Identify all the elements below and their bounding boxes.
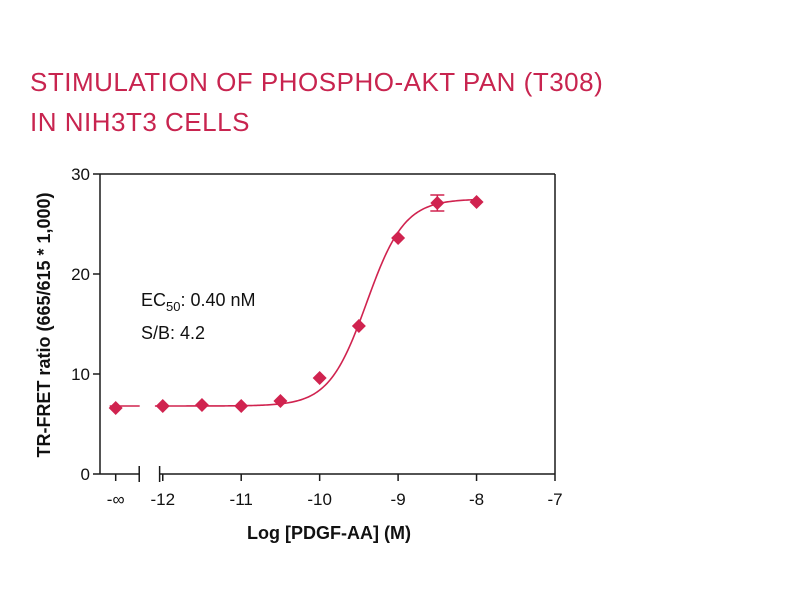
x-tick-label: -∞ — [107, 490, 125, 509]
chart-title-line-1: STIMULATION OF PHOSPHO-AKT PAN (T308) — [30, 67, 604, 97]
data-points — [108, 195, 484, 415]
data-point — [430, 196, 445, 210]
sb-annotation: S/B: 4.2 — [141, 323, 205, 343]
chart-title-line-2: IN NIH3T3 CELLS — [30, 107, 250, 137]
ec50-subscript: 50 — [166, 299, 180, 314]
y-tick-label: 10 — [71, 365, 90, 384]
y-tick-label: 0 — [81, 465, 90, 484]
data-point — [391, 231, 406, 245]
data-point — [273, 394, 288, 408]
data-point — [351, 319, 366, 333]
axis-ticks: 0 10 20 30 -∞ -12 -11 -10 -9 -8 -7 — [71, 165, 562, 509]
data-point — [194, 398, 209, 412]
ec50-value: : 0.40 nM — [180, 290, 255, 310]
x-tick-label: -12 — [150, 490, 175, 509]
chart-title: STIMULATION OF PHOSPHO-AKT PAN (T308) IN… — [30, 62, 770, 142]
y-tick-label: 20 — [71, 265, 90, 284]
ec50-annotation: EC50: 0.40 nM — [141, 290, 256, 314]
x-tick-label: -7 — [547, 490, 562, 509]
data-point — [469, 195, 484, 209]
x-tick-label: -9 — [391, 490, 406, 509]
y-axis-label: TR-FRET ratio (665/615 * 1,000) — [34, 192, 54, 457]
x-tick-label: -8 — [469, 490, 484, 509]
y-tick-label: 30 — [71, 165, 90, 184]
x-tick-label: -11 — [230, 490, 253, 509]
ec50-prefix: EC — [141, 290, 166, 310]
x-tick-label: -10 — [307, 490, 332, 509]
plot-frame — [99, 173, 556, 482]
data-point — [234, 399, 249, 413]
fit-curve — [154, 198, 477, 407]
data-point — [155, 399, 170, 413]
x-axis-label: Log [PDGF-AA] (M) — [247, 523, 411, 543]
data-point — [108, 401, 123, 415]
data-point — [312, 371, 327, 385]
